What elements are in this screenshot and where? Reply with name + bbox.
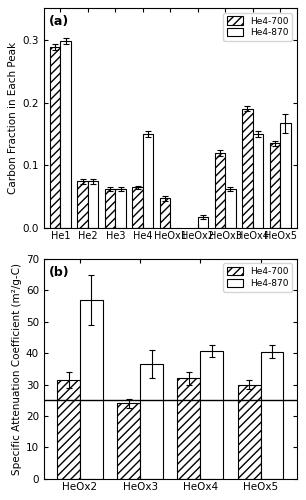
Bar [253, 134, 263, 228]
Bar [270, 144, 280, 228]
Text: (a): (a) [49, 15, 69, 28]
Bar [57, 380, 80, 479]
Y-axis label: Carbon Fraction in Each Peak: Carbon Fraction in Each Peak [8, 42, 18, 194]
Bar [132, 188, 143, 228]
Bar [80, 300, 103, 479]
Bar [225, 188, 236, 228]
Bar [105, 188, 115, 228]
Legend: He4-700, He4-870: He4-700, He4-870 [223, 264, 292, 291]
Bar [260, 352, 283, 479]
Bar [140, 364, 163, 479]
Bar [215, 153, 225, 228]
Bar [200, 351, 223, 479]
Bar [280, 124, 291, 228]
Bar [117, 404, 140, 479]
Bar [238, 384, 260, 479]
Y-axis label: Specific Attenuation Coefficient (m²/g-C): Specific Attenuation Coefficient (m²/g-C… [12, 263, 22, 475]
Text: (b): (b) [49, 266, 69, 278]
Bar [88, 181, 98, 228]
Bar [177, 378, 200, 479]
Bar [160, 198, 170, 228]
Bar [198, 217, 208, 228]
Bar [242, 109, 253, 228]
Legend: He4-700, He4-870: He4-700, He4-870 [223, 13, 292, 41]
Bar [50, 48, 60, 228]
Bar [77, 181, 88, 228]
Bar [143, 134, 153, 228]
Bar [115, 188, 126, 228]
Bar [60, 41, 71, 228]
